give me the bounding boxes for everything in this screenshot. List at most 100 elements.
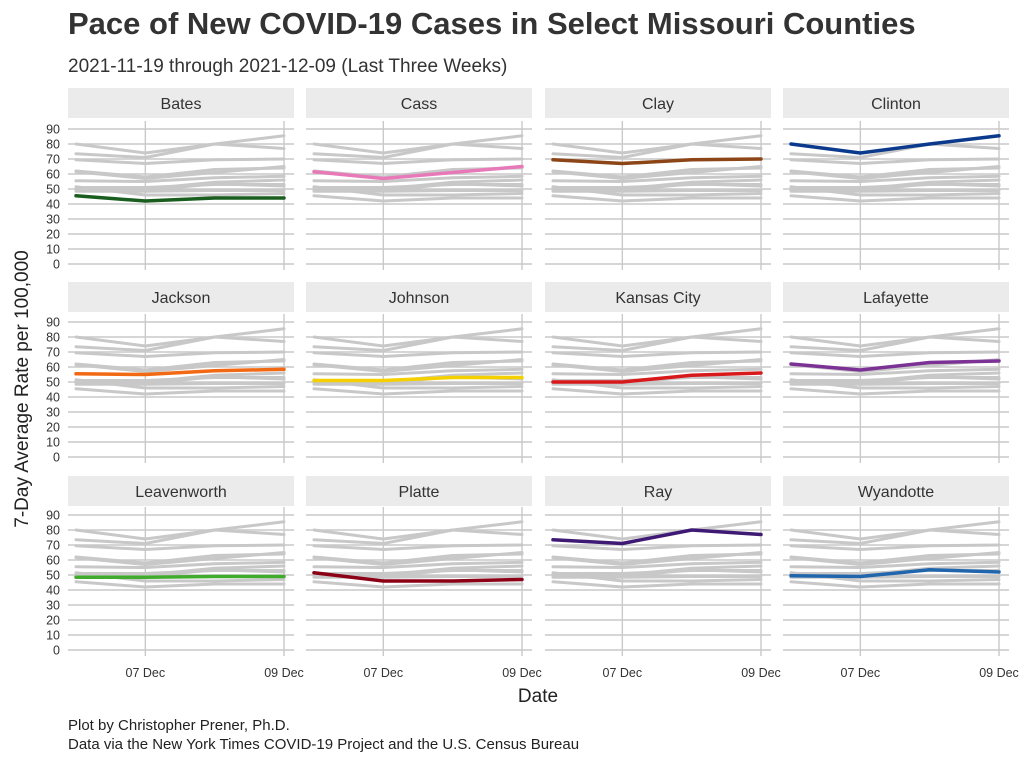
panel-ray-strip [545,476,771,506]
y-tick-label: 70 [46,153,60,167]
panel-wyandotte-bg-line-jackson [789,560,1001,569]
panel-wyandotte: Wyandotte 07 Dec 09 Dec [783,476,1019,680]
panel-lafayette-bg-line-clay [789,350,1001,358]
panel-cass-bg-line-wyandotte [312,182,524,192]
panel-clay-bg-line-ray [551,142,763,159]
y-tick-label: 70 [46,346,60,360]
panel-jackson-bg-line-clinton [74,327,286,348]
chart-subtitle: 2021-11-19 through 2021-12-09 (Last Thre… [68,56,508,77]
y-tick-label: 90 [46,316,60,330]
panel-platte-strip [306,476,532,506]
panel-kansas-city-bg-line-lafayette [551,359,763,372]
y-tick-label: 20 [46,421,60,435]
y-tick-label: 20 [46,228,60,242]
panel-platte-bg-line-clinton [312,520,524,541]
panel-leavenworth-strip-label: Leavenworth [135,484,227,501]
panel-ray-bg-line-jackson [551,560,763,569]
x-tick-label: 07 Dec [841,666,881,680]
panel-lafayette-bg-line-clinton [789,327,1001,348]
x-tick-label: 07 Dec [126,666,166,680]
x-tick-label: 09 Dec [741,666,781,680]
y-tick-label: 60 [46,554,60,568]
panel-ray-bg-line-lafayette [551,552,763,565]
panel-jackson-strip-label: Jackson [152,290,211,307]
panel-cass-strip-label: Cass [401,96,437,113]
x-axis-title: Date [518,686,558,707]
panel-cass-bg-line-bates [312,194,524,203]
panel-clay-strip [545,88,771,118]
x-tick-label: 07 Dec [364,666,404,680]
panel-johnson-series-line [312,375,524,383]
panel-lafayette-bg-line-jackson [789,367,1001,376]
panel-bates-bg-line-wyandotte [74,182,286,192]
panel-ray-bg-line-bates [551,580,763,589]
y-tick-label: 30 [46,213,60,227]
panel-wyandotte-bg-line-lafayette [789,552,1001,565]
x-tick-label: 07 Dec [603,666,643,680]
y-tick-label: 50 [46,569,60,583]
panel-leavenworth-bg-line-clinton [74,520,286,541]
panel-jackson-strip [68,282,294,312]
caption-line-source: Data via the New York Times COVID-19 Pro… [68,736,580,753]
panel-wyandotte-strip [783,476,1009,506]
y-tick-label: 60 [46,361,60,375]
panel-johnson-strip [306,282,532,312]
panel-cass-bg-line-clay [312,157,524,165]
panel-bates-strip [68,88,294,118]
y-tick-label: 60 [46,168,60,182]
panel-cass-bg-line-ray [312,142,524,159]
panel-clay: Clay [545,88,771,270]
panel-wyandotte-bg-line-ray [789,528,1001,545]
panel-clay-bg-line-bates [551,194,763,203]
panel-platte: Platte 07 Dec 09 Dec [306,476,542,680]
panel-wyandotte-bg-line-clay [789,543,1001,551]
panel-bates-bg-line-jackson [74,174,286,183]
panel-ray-bg-line-wyandotte [551,568,763,578]
panel-jackson-bg-line-wyandotte [74,375,286,385]
panel-clay-bg-line-lafayette [551,166,763,179]
panel-johnson-bg-line-jackson [312,367,524,376]
panel-clinton-bg-line-wyandotte [789,182,1001,192]
panel-kansas-city-series-line [551,371,763,384]
panel-clinton-series-line [789,134,1001,155]
y-tick-label: 50 [46,376,60,390]
x-tick-label: 09 Dec [502,666,542,680]
panel-johnson: Johnson [306,282,532,463]
panel-clinton-strip [783,88,1009,118]
y-tick-label: 10 [46,629,60,643]
panel-johnson-bg-line-bates [312,387,524,396]
y-tick-label: 80 [46,524,60,538]
panel-kansas-city-bg-line-clinton [551,327,763,348]
panel-cass-strip [306,88,532,118]
caption: Plot by Christopher Prener, Ph.D. Data v… [68,716,579,754]
y-tick-label: 30 [46,406,60,420]
panel-leavenworth-bg-line-lafayette [74,552,286,565]
y-tick-label: 0 [53,258,60,272]
panel-johnson-bg-line-ray [312,335,524,352]
panel-wyandotte-series-line [789,568,1001,579]
y-tick-label: 80 [46,331,60,345]
panel-wyandotte-bg-line-bates [789,580,1001,589]
panel-kansas-city-bg-line-ray [551,335,763,352]
chart-title: Pace of New COVID-19 Cases in Select Mis… [68,6,916,41]
panel-kansas-city: Kansas City [545,282,771,463]
panel-clay-bg-line-jackson [551,174,763,183]
y-tick-label: 70 [46,539,60,553]
panel-clay-bg-line-clinton [551,134,763,155]
panel-kansas-city-bg-line-bates [551,387,763,396]
panel-jackson-bg-line-clay [74,350,286,358]
panel-clinton-bg-line-lafayette [789,166,1001,179]
panel-lafayette: Lafayette [783,282,1009,463]
panel-ray: Ray 07 Dec 09 Dec [545,476,781,680]
panel-lafayette-bg-line-ray [789,335,1001,352]
panel-ray-bg-line-clinton [551,520,763,541]
panel-johnson-bg-line-clay [312,350,524,358]
panel-platte-bg-line-bates [312,580,524,589]
panel-clinton-bg-line-ray [789,142,1001,159]
panel-cass: Cass [306,88,532,270]
y-tick-label: 10 [46,436,60,450]
panel-johnson-bg-line-clinton [312,327,524,348]
